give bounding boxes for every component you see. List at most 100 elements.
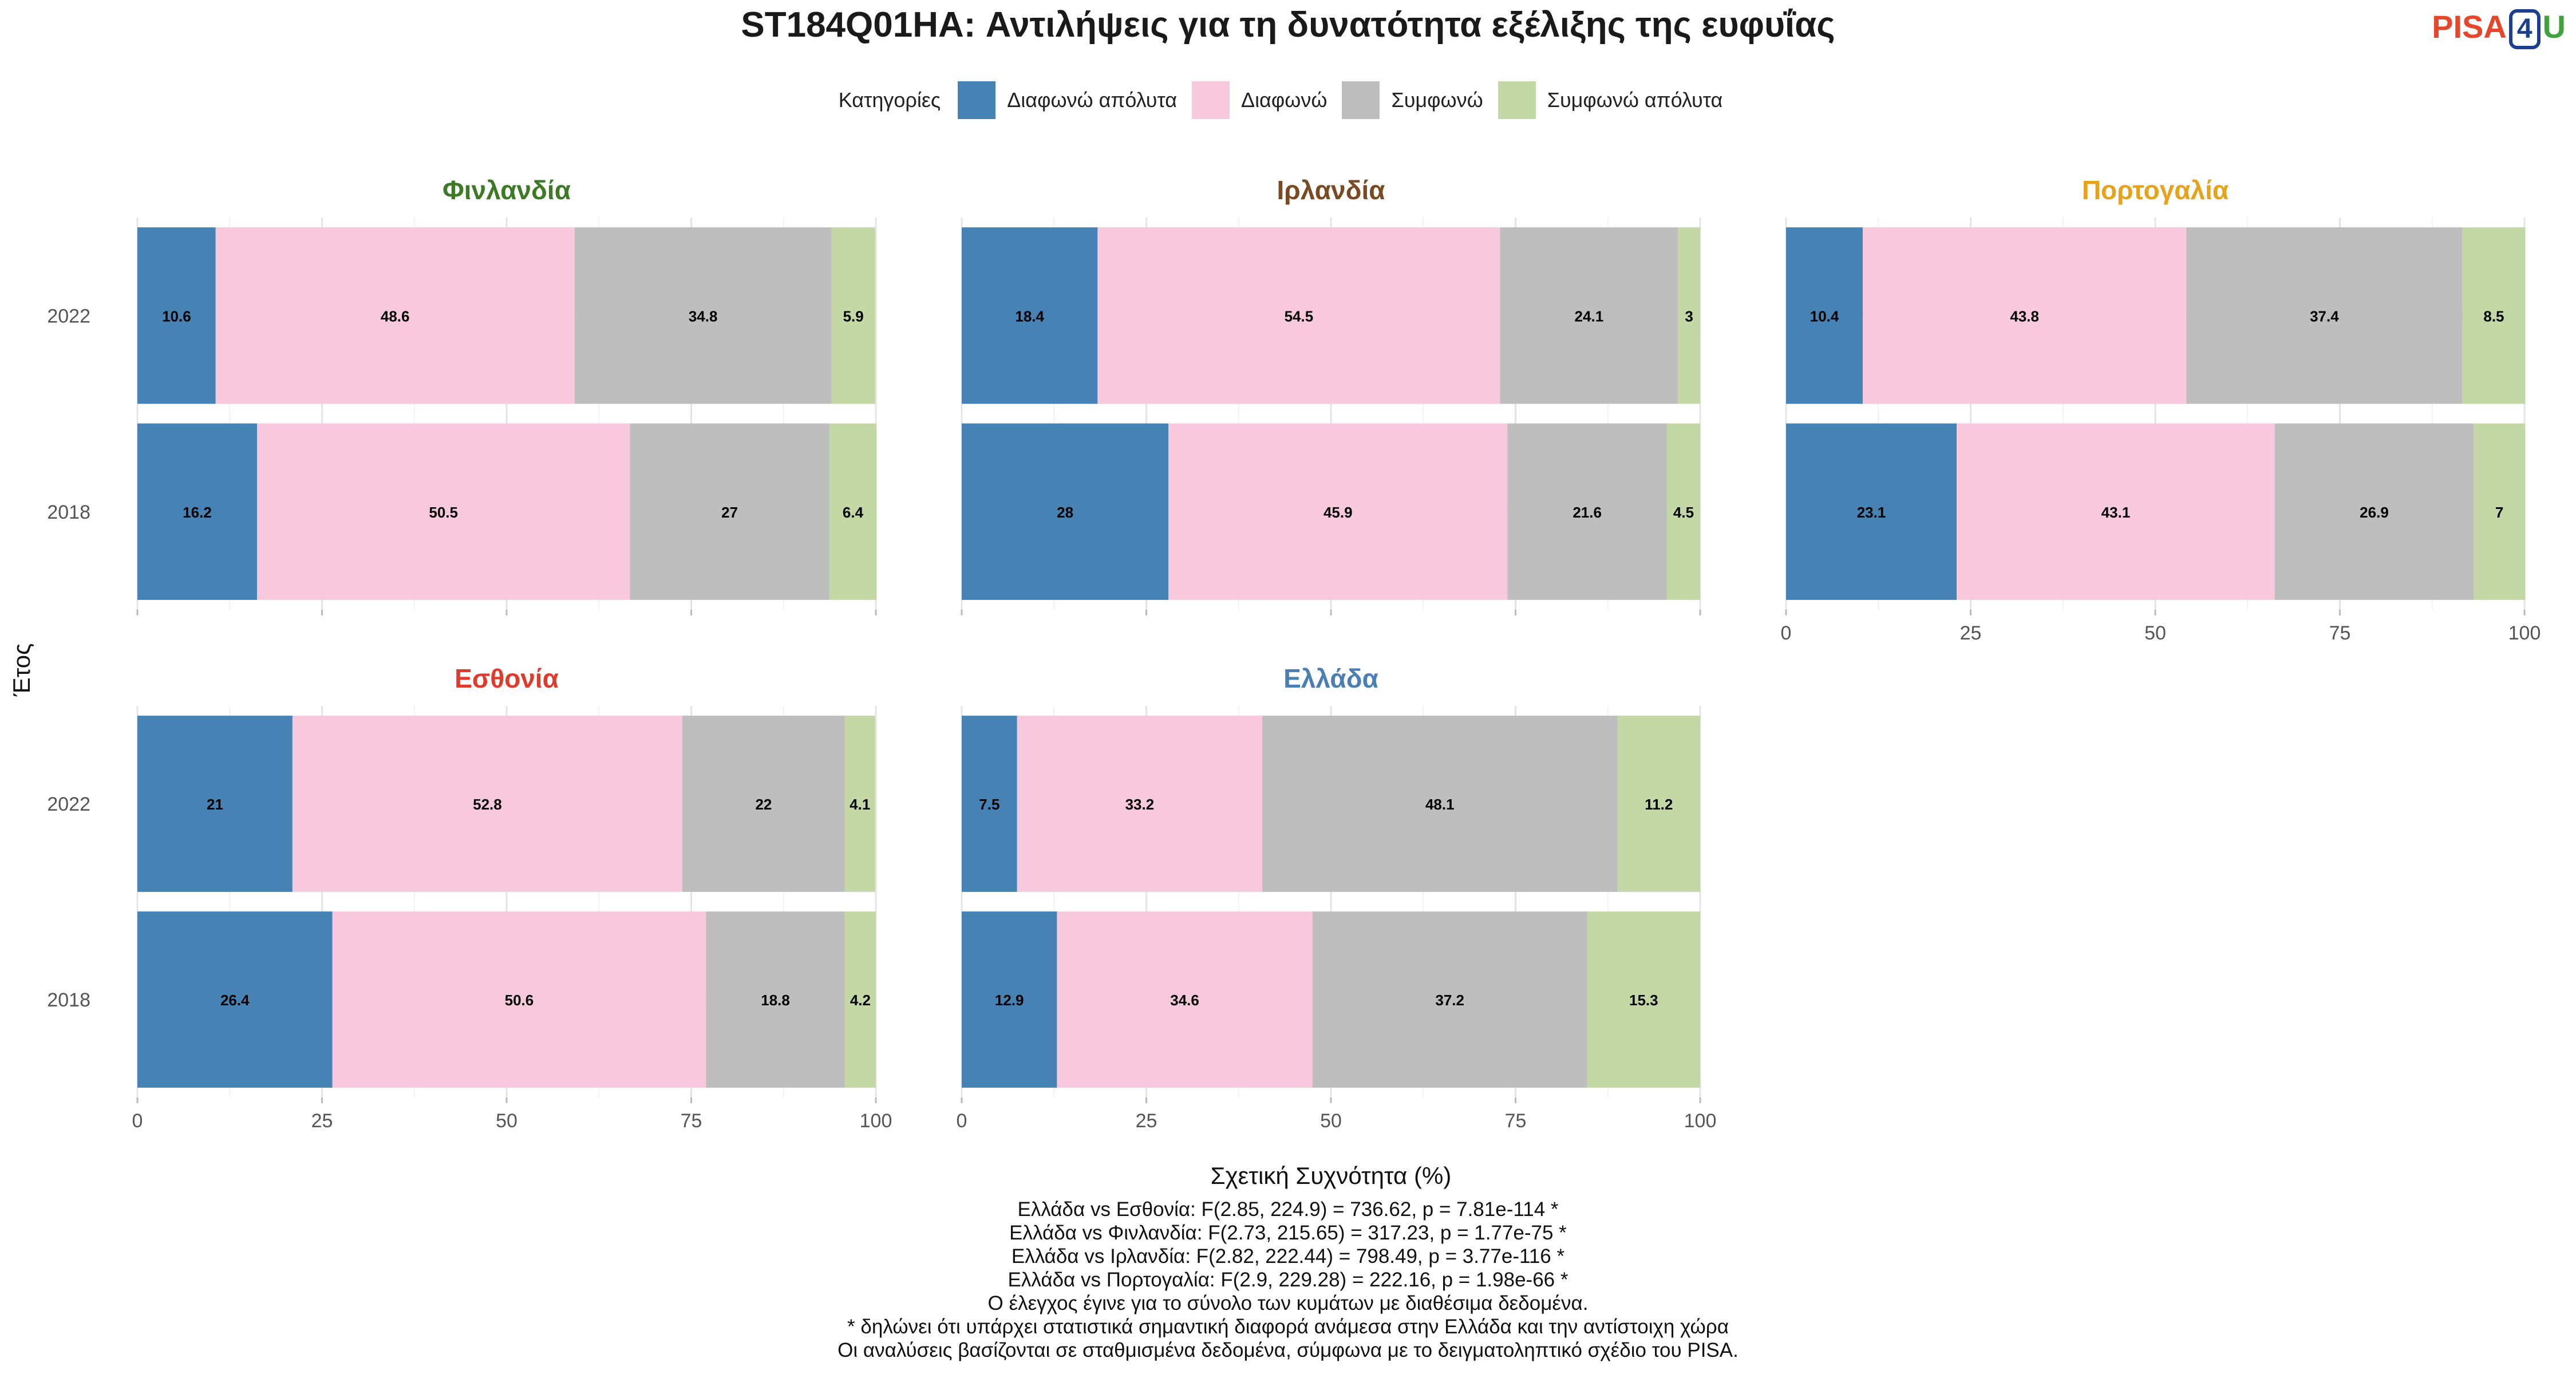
x-tick-label: 0 bbox=[1781, 622, 1792, 644]
data-label: 24.1 bbox=[1575, 307, 1604, 325]
bar-segment bbox=[1312, 911, 1587, 1088]
legend-label: Συμφωνώ απόλυτα bbox=[1547, 88, 1723, 112]
bar-segment bbox=[1057, 911, 1313, 1088]
panel-title: Φινλανδία bbox=[442, 175, 571, 205]
bar-segment bbox=[682, 716, 845, 892]
bar-segment bbox=[1666, 423, 1700, 600]
bar-segment bbox=[137, 911, 333, 1088]
legend-key bbox=[958, 81, 996, 119]
legend-item: Διαφωνώ απόλυτα bbox=[958, 81, 1177, 119]
chart-title: ST184Q01HA: Αντιλήψεις για τη δυνατότητα… bbox=[741, 5, 1835, 45]
pisa4u-logo: PISA 4 U bbox=[2432, 8, 2566, 49]
data-label: 52.8 bbox=[473, 796, 502, 813]
y-axis-title: Έτος bbox=[8, 643, 35, 697]
bar-segment bbox=[1678, 227, 1700, 404]
footnotes: Ελλάδα vs Εσθονία: F(2.85, 224.9) = 736.… bbox=[0, 1198, 2576, 1362]
y-tick-label: 2022 bbox=[47, 793, 90, 815]
bar-segment bbox=[2473, 423, 2526, 600]
bar-segment bbox=[2462, 227, 2526, 404]
data-label: 6.4 bbox=[843, 504, 864, 521]
bar-segment bbox=[1863, 227, 2187, 404]
data-label: 4.5 bbox=[1673, 504, 1694, 521]
y-tick-label: 2018 bbox=[47, 989, 90, 1011]
data-label: 8.5 bbox=[2483, 307, 2504, 325]
data-label: 45.9 bbox=[1323, 504, 1353, 521]
bar-segment bbox=[137, 423, 257, 600]
x-tick-label: 75 bbox=[1505, 1110, 1527, 1132]
data-label: 10.4 bbox=[1810, 307, 1839, 325]
legend-item: Διαφωνώ bbox=[1192, 81, 1327, 119]
x-tick-label: 0 bbox=[132, 1110, 143, 1132]
data-label: 28 bbox=[1057, 504, 1073, 521]
footnote-line: Ελλάδα vs Πορτογαλία: F(2.9, 229.28) = 2… bbox=[1008, 1269, 1568, 1291]
bar-segment bbox=[1017, 716, 1263, 892]
footnote-line: Ελλάδα vs Φινλανδία: F(2.73, 215.65) = 3… bbox=[1009, 1222, 1567, 1244]
data-label: 18.8 bbox=[761, 992, 790, 1009]
bar-segment bbox=[1587, 911, 1700, 1088]
panel-title: Ελλάδα bbox=[1283, 664, 1378, 693]
legend: Κατηγορίες Διαφωνώ απόλυτα Διαφωνώ Συμφω… bbox=[0, 80, 2576, 120]
legend-key bbox=[1498, 81, 1536, 119]
bar-segment bbox=[831, 227, 875, 404]
data-label: 23.1 bbox=[1857, 504, 1886, 521]
panel-title: Ιρλανδία bbox=[1277, 175, 1385, 205]
data-label: 48.6 bbox=[381, 307, 410, 325]
panel-title: Πορτογαλία bbox=[2082, 175, 2229, 205]
legend-label: Συμφωνώ bbox=[1391, 88, 1483, 112]
y-tick-label: 2022 bbox=[47, 305, 90, 327]
footnote-line: Ελλάδα vs Ιρλανδία: F(2.82, 222.44) = 79… bbox=[1011, 1245, 1565, 1268]
bar-segment bbox=[1097, 227, 1500, 404]
bar-segment bbox=[2186, 227, 2463, 404]
logo-text-right: U bbox=[2542, 9, 2566, 45]
data-label: 50.5 bbox=[429, 504, 458, 521]
footnote-line: Οι αναλύσεις βασίζονται σε σταθμισμένα δ… bbox=[837, 1339, 1739, 1361]
data-label: 7.5 bbox=[979, 796, 999, 813]
x-tick-label: 0 bbox=[957, 1110, 967, 1132]
bar-segment bbox=[137, 716, 293, 892]
x-tick-label: 100 bbox=[860, 1110, 892, 1132]
footnote-line: Ο έλεγχος έγινε για το σύνολο των κυμάτω… bbox=[987, 1292, 1589, 1314]
x-tick-label: 100 bbox=[1684, 1110, 1717, 1132]
data-label: 16.2 bbox=[183, 504, 212, 521]
bar-segment bbox=[1786, 227, 1863, 404]
x-tick-label: 25 bbox=[311, 1110, 333, 1132]
bar-segment bbox=[256, 423, 630, 600]
bar-segment bbox=[1262, 716, 1618, 892]
footnote-line: Ελλάδα vs Εσθονία: F(2.85, 224.9) = 736.… bbox=[1017, 1198, 1559, 1221]
panel-title: Εσθονία bbox=[455, 664, 559, 693]
bar-segment bbox=[1500, 227, 1678, 404]
x-tick-label: 75 bbox=[2329, 622, 2351, 644]
logo-text-middle: 4 bbox=[2508, 9, 2541, 49]
x-tick-label: 50 bbox=[496, 1110, 517, 1132]
data-label: 34.8 bbox=[689, 307, 718, 325]
data-label: 3 bbox=[1685, 307, 1693, 325]
bar-segment bbox=[706, 911, 845, 1088]
bar-segment bbox=[962, 716, 1017, 892]
bar-segment bbox=[1956, 423, 2275, 600]
data-label: 43.1 bbox=[2101, 504, 2131, 521]
bar-segment bbox=[292, 716, 683, 892]
legend-key bbox=[1342, 81, 1380, 119]
legend-label: Διαφωνώ απόλυτα bbox=[1007, 88, 1178, 112]
legend-title: Κατηγορίες bbox=[838, 88, 941, 112]
x-tick-label: 100 bbox=[2508, 622, 2541, 644]
x-tick-label: 25 bbox=[1960, 622, 1982, 644]
data-label: 54.5 bbox=[1285, 307, 1314, 325]
bar-segment bbox=[844, 911, 876, 1088]
legend-key bbox=[1192, 81, 1230, 119]
data-label: 12.9 bbox=[995, 992, 1024, 1009]
bar-segment bbox=[1617, 716, 1700, 892]
data-label: 7 bbox=[2495, 504, 2503, 521]
bar-segment bbox=[137, 227, 216, 404]
data-label: 37.4 bbox=[2310, 307, 2339, 325]
x-tick-label: 75 bbox=[681, 1110, 702, 1132]
data-label: 15.3 bbox=[1629, 992, 1658, 1009]
data-label: 10.6 bbox=[162, 307, 191, 325]
data-label: 37.2 bbox=[1435, 992, 1464, 1009]
legend-item: Συμφωνώ απόλυτα bbox=[1498, 81, 1723, 119]
legend-label: Διαφωνώ bbox=[1241, 88, 1327, 112]
bar-segment bbox=[962, 423, 1169, 600]
data-label: 4.1 bbox=[850, 796, 870, 813]
bar-segment bbox=[1786, 423, 1957, 600]
